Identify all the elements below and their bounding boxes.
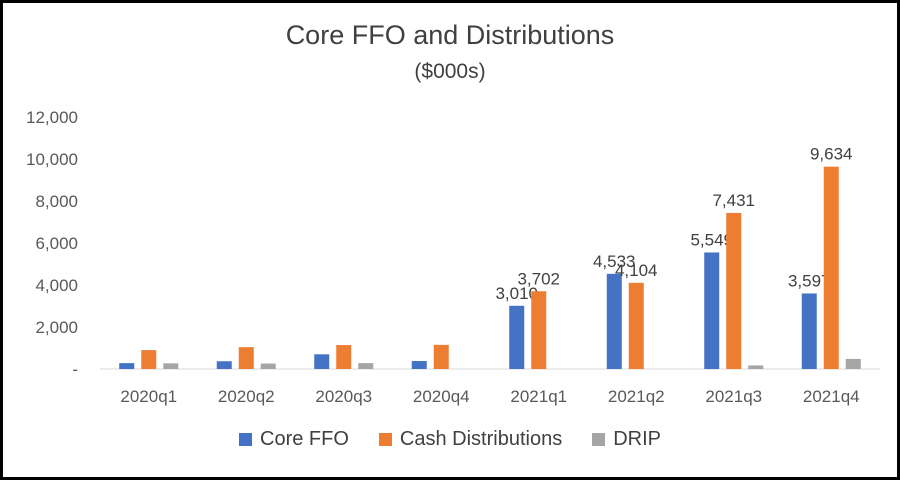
- legend-swatch-drip: [592, 433, 606, 446]
- bar-cash-distributions: [238, 347, 254, 369]
- bar-core-ffo: [606, 273, 622, 369]
- bar-drip: [163, 363, 179, 369]
- bar-cash-distributions: [531, 291, 547, 369]
- legend-item-drip: DRIP: [592, 428, 661, 451]
- x-tick-label: 2021q1: [510, 387, 567, 406]
- bar-cash-distributions: [141, 350, 157, 369]
- bar-cash-distributions: [628, 282, 644, 369]
- x-tick-label: 2021q2: [608, 387, 665, 406]
- data-label-cash-distributions: 7,431: [712, 191, 755, 210]
- bar-drip: [260, 363, 276, 369]
- bar-cash-distributions: [336, 345, 352, 369]
- x-tick-label: 2020q4: [413, 387, 470, 406]
- y-tick-label: 10,000: [26, 150, 78, 169]
- bar-core-ffo: [314, 354, 330, 369]
- legend-label-drip: DRIP: [613, 428, 661, 450]
- bar-cash-distributions: [823, 166, 839, 369]
- chart-subtitle: ($000s): [414, 60, 486, 83]
- data-label-core-ffo: 4,533: [593, 252, 636, 271]
- legend: Core FFO Cash Distributions DRIP: [0, 428, 900, 451]
- y-tick-label: 8,000: [35, 192, 78, 211]
- bar-core-ffo: [411, 361, 427, 369]
- x-tick-label: 2021q3: [705, 387, 762, 406]
- bar-core-ffo: [509, 305, 525, 369]
- bar-core-ffo: [216, 361, 232, 369]
- legend-label-cash-distributions: Cash Distributions: [399, 428, 563, 450]
- x-tick-label: 2020q1: [120, 387, 177, 406]
- x-tick-label: 2020q2: [218, 387, 275, 406]
- bar-drip: [358, 363, 374, 369]
- y-tick-label: 2,000: [35, 318, 78, 337]
- bar-drip: [748, 365, 764, 369]
- y-tick-label: 4,000: [35, 276, 78, 295]
- x-tick-label: 2021q4: [803, 387, 860, 406]
- data-label-core-ffo: 3,010: [495, 284, 538, 303]
- data-label-cash-distributions: 4,104: [615, 261, 658, 280]
- y-tick-label: -: [72, 360, 78, 379]
- bar-core-ffo: [801, 293, 817, 369]
- y-tick-label: 6,000: [35, 234, 78, 253]
- bar-cash-distributions: [726, 212, 742, 369]
- data-label-core-ffo: 5,549: [690, 230, 733, 249]
- bar-drip: [845, 358, 861, 369]
- legend-item-core-ffo: Core FFO: [239, 428, 349, 451]
- legend-swatch-cash-distributions: [378, 433, 392, 446]
- data-label-cash-distributions: 3,702: [517, 269, 560, 288]
- y-tick-label: 12,000: [26, 108, 78, 127]
- bar-core-ffo: [119, 363, 135, 369]
- bar-core-ffo: [704, 252, 720, 369]
- x-tick-label: 2020q3: [315, 387, 372, 406]
- legend-swatch-core-ffo: [239, 433, 252, 446]
- data-label-core-ffo: 3,597: [788, 271, 831, 290]
- chart-title: Core FFO and Distributions: [285, 20, 615, 50]
- legend-label-core-ffo: Core FFO: [260, 428, 349, 450]
- legend-item-cash-distributions: Cash Distributions: [378, 428, 563, 451]
- bar-cash-distributions: [433, 344, 449, 369]
- data-label-cash-distributions: 9,634: [810, 145, 853, 164]
